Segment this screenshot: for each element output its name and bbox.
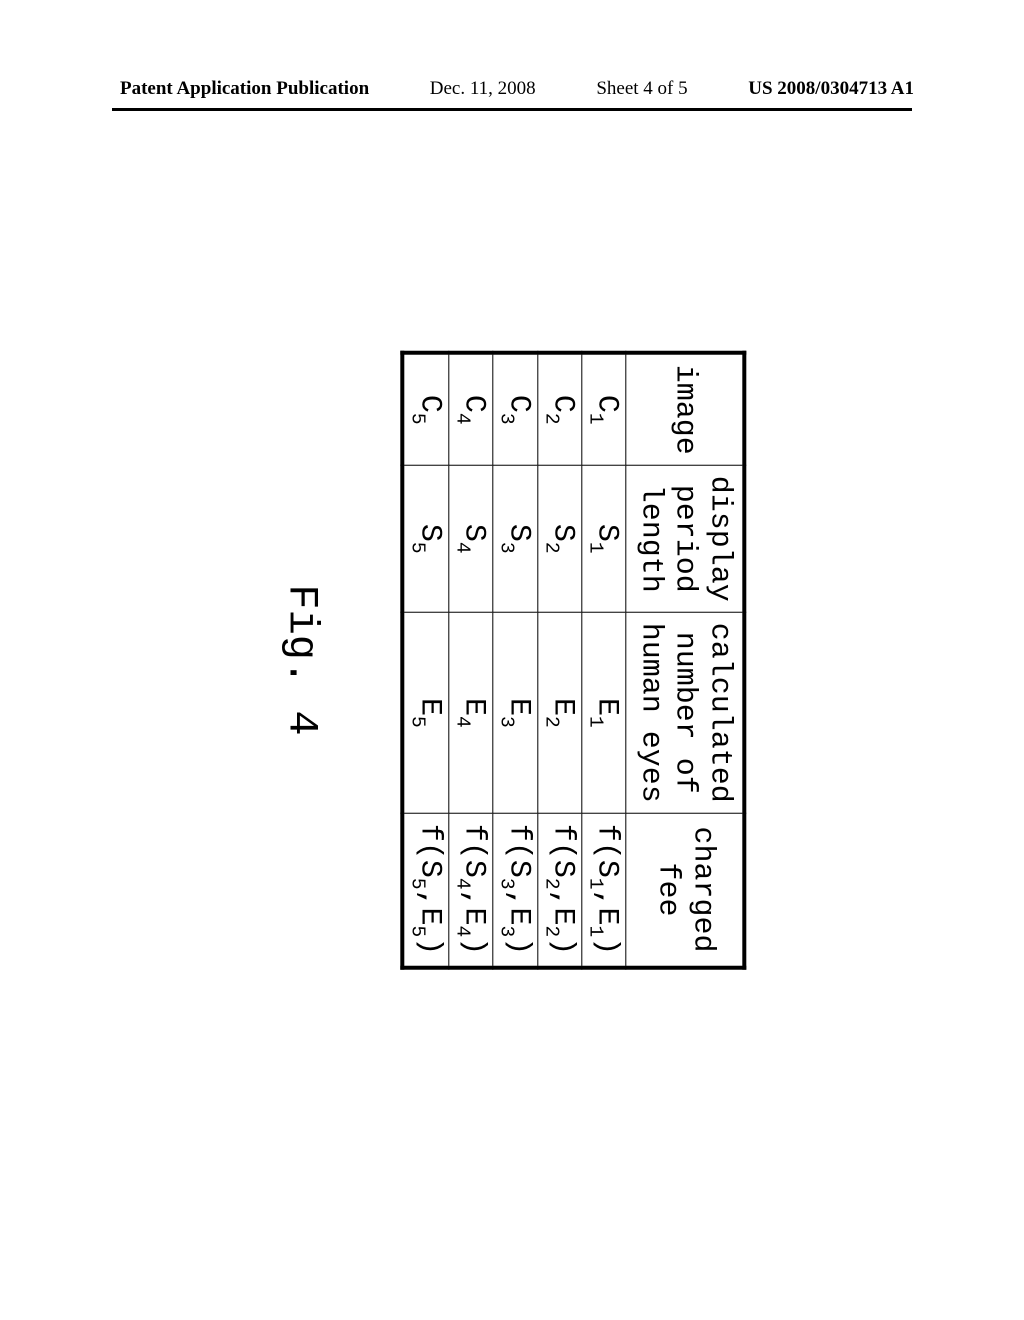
- sheet-number: Sheet 4 of 5: [596, 78, 687, 100]
- cell-display: S3: [493, 465, 537, 612]
- table-row: C1S1E1f(S1,E1): [582, 353, 626, 968]
- cell-image: C5: [403, 353, 449, 466]
- cell-display: S5: [403, 465, 449, 612]
- table-row: C2S2E2f(S2,E2): [537, 353, 581, 968]
- cell-fee: f(S2,E2): [537, 813, 581, 967]
- cell-fee: f(S4,E4): [449, 813, 493, 967]
- page-header: Patent Application Publication Dec. 11, …: [0, 78, 1024, 100]
- cell-eyes: E2: [537, 612, 581, 813]
- cell-fee: f(S1,E1): [582, 813, 626, 967]
- col-header-fee: charged fee: [626, 813, 744, 967]
- cell-image: C2: [537, 353, 581, 466]
- publication-number: US 2008/0304713 A1: [748, 78, 914, 100]
- table-body: C1S1E1f(S1,E1)C2S2E2f(S2,E2)C3S3E3f(S3,E…: [403, 353, 627, 968]
- cell-eyes: E5: [403, 612, 449, 813]
- figure-block: image display period length calculated n…: [278, 351, 747, 970]
- table-row: C5S5E5f(S5,E5): [403, 353, 449, 968]
- cell-eyes: E4: [449, 612, 493, 813]
- table-row: C4S4E4f(S4,E4): [449, 353, 493, 968]
- col-header-eyes: calculated number of human eyes: [626, 612, 744, 813]
- figure-caption: Fig. 4: [278, 584, 326, 735]
- figure-rotated: image display period length calculated n…: [278, 351, 747, 970]
- publication-date: Dec. 11, 2008: [430, 78, 536, 100]
- page: Patent Application Publication Dec. 11, …: [0, 0, 1024, 1320]
- cell-display: S4: [449, 465, 493, 612]
- cell-eyes: E1: [582, 612, 626, 813]
- col-header-display: display period length: [626, 465, 744, 612]
- cell-fee: f(S3,E3): [493, 813, 537, 967]
- header-rule: [112, 108, 912, 111]
- fee-table: image display period length calculated n…: [401, 351, 747, 970]
- figure-wrap: image display period length calculated n…: [203, 426, 822, 895]
- cell-image: C1: [582, 353, 626, 466]
- cell-image: C4: [449, 353, 493, 466]
- cell-fee: f(S5,E5): [403, 813, 449, 967]
- col-header-image: image: [626, 353, 744, 466]
- cell-image: C3: [493, 353, 537, 466]
- publication-label: Patent Application Publication: [120, 78, 369, 100]
- cell-display: S2: [537, 465, 581, 612]
- cell-eyes: E3: [493, 612, 537, 813]
- cell-display: S1: [582, 465, 626, 612]
- table-row: C3S3E3f(S3,E3): [493, 353, 537, 968]
- table-header-row: image display period length calculated n…: [626, 353, 744, 968]
